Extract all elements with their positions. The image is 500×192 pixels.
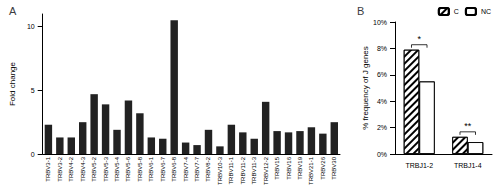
svg-text:TRBV11-3: TRBV11-3	[251, 156, 257, 184]
svg-text:B: B	[357, 5, 364, 17]
svg-text:2%: 2%	[377, 124, 387, 131]
svg-text:TRBV8-2: TRBV8-2	[205, 156, 211, 181]
svg-text:TRBV5-6: TRBV5-6	[125, 156, 131, 181]
svg-text:TRBV30: TRBV30	[331, 156, 337, 179]
svg-text:TRBV5-2: TRBV5-2	[91, 156, 97, 181]
svg-text:8%: 8%	[377, 45, 387, 52]
svg-text:TRBV6-7: TRBV6-7	[160, 156, 166, 181]
svg-text:6%: 6%	[377, 71, 387, 78]
svg-text:**: **	[464, 121, 472, 131]
svg-text:TRBV7-4: TRBV7-4	[183, 156, 189, 181]
svg-text:TRBV10-3: TRBV10-3	[217, 156, 223, 185]
svg-text:A: A	[9, 5, 17, 17]
svg-text:TRBV16: TRBV16	[286, 156, 292, 179]
svg-text:TRBV3-1: TRBV3-1	[45, 156, 51, 181]
svg-text:TRBV11-1: TRBV11-1	[228, 156, 234, 184]
svg-text:TRBV19: TRBV19	[297, 156, 303, 179]
svg-text:NC: NC	[481, 8, 491, 15]
svg-text:Fold change: Fold change	[8, 61, 17, 106]
svg-text:TRBV3-2: TRBV3-2	[57, 156, 63, 181]
svg-text:TRBV5-3: TRBV5-3	[103, 156, 109, 181]
svg-text:5: 5	[31, 87, 35, 94]
svg-text:TRBV26: TRBV26	[320, 156, 326, 179]
svg-text:10%: 10%	[373, 19, 387, 26]
svg-text:TRBV15: TRBV15	[274, 156, 280, 179]
svg-text:*: *	[417, 34, 421, 44]
svg-text:TRBV6-8: TRBV6-8	[171, 156, 177, 181]
svg-text:TRBJ1-4: TRBJ1-4	[454, 162, 482, 169]
svg-text:TRBV5-4: TRBV5-4	[114, 156, 120, 181]
svg-text:TRBJ1-2: TRBJ1-2	[405, 162, 433, 169]
svg-text:TRBV4-2: TRBV4-2	[68, 156, 74, 181]
svg-text:0: 0	[31, 151, 35, 158]
svg-text:TRBV4-3: TRBV4-3	[80, 156, 86, 181]
svg-text:TRBV12-2: TRBV12-2	[263, 156, 269, 185]
svg-text:0%: 0%	[377, 151, 387, 158]
svg-text:TRBV6-1: TRBV6-1	[148, 156, 154, 181]
svg-text:TRBV7-7: TRBV7-7	[194, 156, 200, 181]
svg-text:10: 10	[27, 23, 35, 30]
svg-text:C: C	[454, 8, 459, 15]
svg-text:TRBV5-8: TRBV5-8	[137, 156, 143, 181]
svg-text:4%: 4%	[377, 98, 387, 105]
svg-text:TRBV11-2: TRBV11-2	[240, 156, 246, 184]
svg-text:TRBV21-1: TRBV21-1	[308, 156, 314, 185]
svg-text:% frequency of J genes: % frequency of J genes	[361, 46, 370, 130]
